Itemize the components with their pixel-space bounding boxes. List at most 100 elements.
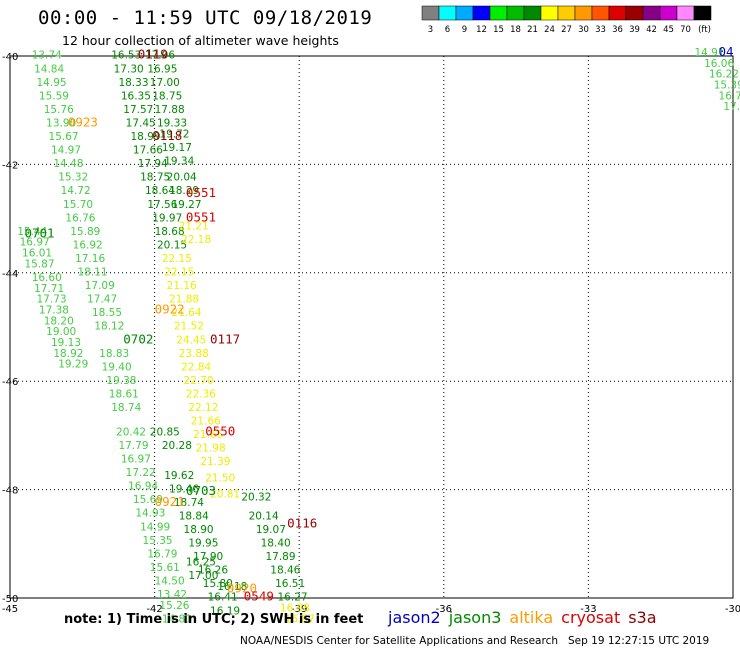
wave-height-value: 20.32 — [241, 491, 271, 503]
wave-height-value: 15.35 — [143, 535, 173, 547]
colorbar-swatch — [693, 5, 712, 21]
colorbar-label: 27 — [561, 25, 572, 35]
wave-height-value: 22.18 — [181, 234, 211, 246]
wave-height-value: 17.71 — [34, 283, 64, 295]
colorbar-swatch — [625, 5, 644, 21]
wave-height-value: 17.45 — [126, 117, 156, 129]
wave-height-value: 14.91 — [694, 47, 724, 59]
wave-height-value: 18.46 — [270, 565, 300, 577]
wave-height-value: 22.84 — [181, 361, 211, 373]
y-tick-label: -40 — [2, 52, 18, 63]
y-tick-label: -48 — [2, 486, 18, 497]
wave-height-value: 21.64 — [171, 307, 201, 319]
wave-height-value: 18.83 — [99, 348, 129, 360]
wave-height-value: 17.30 — [114, 63, 144, 75]
wave-height-value: 14.48 — [53, 158, 83, 170]
wave-height-value: 16.87 — [285, 613, 315, 625]
wave-height-value: 18.84 — [179, 510, 209, 522]
wave-height-value: 21.52 — [174, 321, 204, 333]
legend-item-altika: altika — [509, 608, 554, 627]
x-tick-label: -39 — [291, 604, 307, 615]
colorbar-label: 33 — [595, 25, 606, 35]
wave-height-value: 15.70 — [63, 199, 93, 211]
wave-height-value: 15.80 — [203, 578, 233, 590]
chart-title: 00:00 - 11:59 UTC 09/18/2019 — [38, 7, 373, 29]
wave-height-value: 18.99 — [131, 131, 161, 143]
wave-height-value: 19.29 — [58, 359, 88, 371]
y-tick-label: -46 — [2, 377, 18, 388]
footer-note: note: 1) Time is in UTC; 2) SWH is in fe… — [64, 612, 364, 627]
x-tick-label: -36 — [436, 604, 452, 615]
wave-height-value: 15.39 — [714, 80, 740, 92]
wave-height-value: 22.70 — [184, 375, 214, 387]
wave-height-value: 14.93 — [135, 508, 165, 520]
wave-height-value: 14.99 — [140, 521, 170, 533]
wave-height-value: 20.14 — [249, 510, 279, 522]
wave-height-value: 18.40 — [261, 538, 291, 550]
wave-height-value: 17.16 — [75, 253, 105, 265]
wave-height-value: 18.33 — [118, 77, 148, 89]
satellite-legend: jason2 jason3 altika cryosat s3a — [388, 608, 665, 627]
colorbar-label: 9 — [462, 25, 467, 35]
wave-height-value: 19.00 — [46, 326, 76, 338]
wave-height-value: 15.89 — [70, 226, 100, 238]
wave-height-value: 17.00 — [188, 570, 218, 582]
wave-height-value: 15.26 — [159, 600, 189, 612]
wave-height-value: 16.88 — [280, 603, 310, 615]
legend-item-jason3: jason3 — [448, 608, 502, 627]
wave-height-value: 19.27 — [171, 199, 201, 211]
wave-height-value: 20.04 — [167, 172, 197, 184]
colorbar-label: 45 — [663, 25, 674, 35]
credit-line: NOAA/NESDIS Center for Satellite Applica… — [240, 635, 710, 647]
colorbar-label: 18 — [510, 25, 521, 35]
wave-height-value: 23.88 — [179, 348, 209, 360]
wave-height-value: 16.51 — [275, 578, 305, 590]
wave-height-value: 17.06 — [145, 50, 175, 62]
wave-height-value: 18.20 — [44, 315, 74, 327]
x-tick-label: -45 — [2, 604, 18, 615]
wave-height-value: 21.98 — [196, 443, 226, 455]
wave-height-value: 18.55 — [92, 307, 122, 319]
pass-time-label: 0550 — [205, 423, 235, 438]
pass-time-label: 0923 — [68, 114, 98, 129]
wave-height-value: 19.40 — [102, 361, 132, 373]
wave-height-value: 22.36 — [186, 388, 216, 400]
pass-time-label: 0922 — [155, 301, 185, 316]
wave-height-value: 17.66 — [133, 145, 163, 157]
x-tick-label: -30 — [725, 604, 740, 615]
wave-height-value: 21.65 — [193, 429, 223, 441]
wave-height-value: 18.12 — [94, 321, 124, 333]
colorbar-label: 12 — [476, 25, 487, 35]
wave-height-value: 21.21 — [179, 220, 209, 232]
wave-height-value: 17.88 — [155, 104, 185, 116]
pass-time-label: 0551 — [186, 185, 216, 200]
y-tick-label: -42 — [2, 160, 18, 171]
wave-height-value: 14.72 — [61, 185, 91, 197]
wave-height-value: 17.38 — [39, 304, 69, 316]
colorbar-swatch — [676, 5, 695, 21]
colorbar-label: 36 — [612, 25, 623, 35]
wave-height-value: 16.25 — [186, 556, 216, 568]
wave-height-value: 17.90 — [193, 551, 223, 563]
wave-height-value: 15.69 — [133, 494, 163, 506]
wave-height-value: 22.12 — [188, 402, 218, 414]
wave-height-value: 19.72 — [159, 128, 189, 140]
wave-height-value: 18.11 — [77, 267, 107, 279]
wave-height-value: 19.34 — [164, 155, 194, 167]
wave-height-value: 19.13 — [51, 337, 81, 349]
colorbar-swatch — [642, 5, 661, 21]
wave-height-value: 16.74 — [719, 90, 740, 102]
pass-time-label: 0920 — [227, 581, 257, 596]
wave-height-value: 14.84 — [34, 63, 64, 75]
wave-height-value: 16.35 — [121, 90, 151, 102]
wave-height-value: 18.75 — [152, 90, 182, 102]
colorbar-label: 24 — [544, 25, 555, 35]
y-tick-label: -44 — [2, 269, 18, 280]
wave-height-value: 18.90 — [184, 524, 214, 536]
pass-time-label: 04 — [719, 44, 734, 59]
wave-height-value: 21.39 — [200, 456, 230, 468]
wave-height-value: 16.06 — [704, 58, 734, 70]
wave-height-value: 16.92 — [73, 239, 103, 251]
wave-height-value: 18.92 — [53, 348, 83, 360]
pass-time-label: 0116 — [287, 516, 317, 531]
